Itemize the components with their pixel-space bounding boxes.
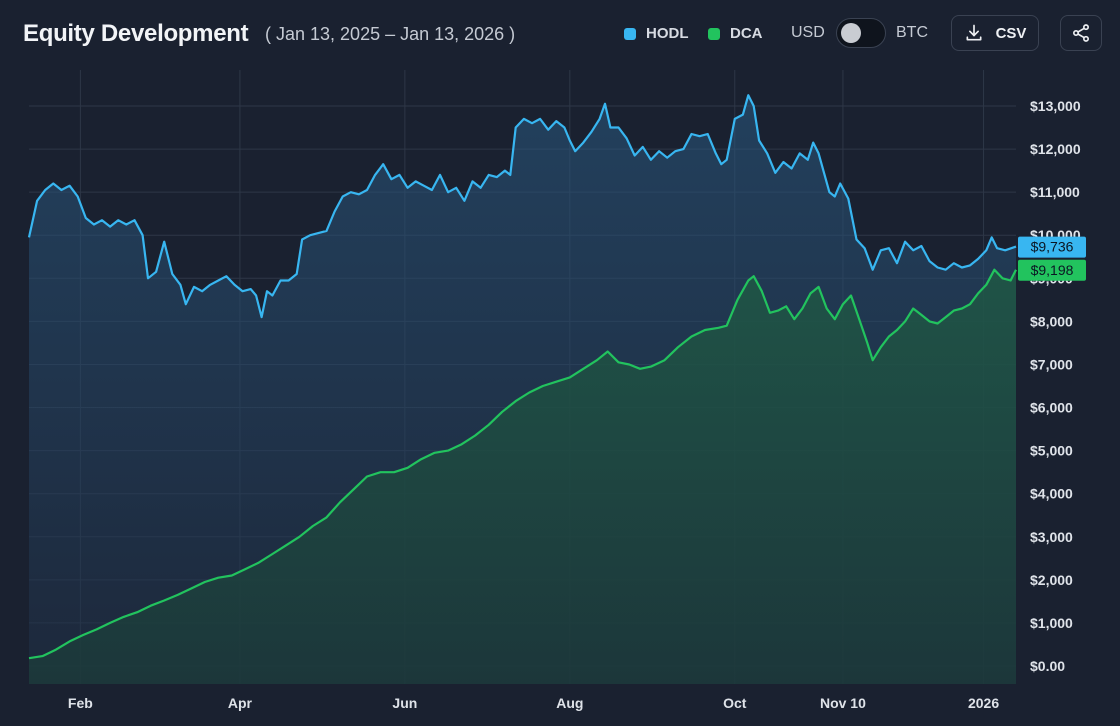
btc-label: BTC [896, 24, 928, 41]
y-tick-label: $6,000 [1030, 400, 1073, 416]
y-tick-label: $2,000 [1030, 572, 1073, 588]
csv-label: CSV [995, 24, 1027, 42]
dca-line[interactable] [28, 268, 1017, 660]
x-tick-label: Feb [68, 695, 93, 711]
y-tick-label: $3,000 [1030, 529, 1073, 545]
hodl-tag-label: $9,736 [1031, 239, 1074, 255]
dca-tag-label: $9,198 [1031, 262, 1074, 278]
x-tick-label: Aug [556, 695, 583, 711]
x-tick-label: 2026 [968, 695, 999, 711]
y-tick-label: $7,000 [1030, 356, 1073, 372]
hodl-tag [1018, 236, 1086, 258]
chart-title: Equity Development [23, 20, 249, 47]
chart-areas [29, 95, 1016, 684]
csv-download-button[interactable]: CSV [951, 15, 1039, 51]
x-axis: Feb Apr Jun Aug Oct Nov 10 2026 [68, 695, 999, 711]
y-tick-label: $13,000 [1030, 98, 1081, 114]
y-axis: $0.00 $1,000 $2,000 $3,000 $4,000 $5,000 $6,00… [1030, 98, 1081, 674]
hodl-line[interactable] [27, 94, 1017, 319]
chart-lines [27, 94, 1017, 660]
y-tick-label: $12,000 [1030, 141, 1081, 157]
y-tick-label: $0.00 [1030, 658, 1065, 674]
x-tick-label: Jun [392, 695, 417, 711]
price-tags: $9,736 $9,198 [1018, 236, 1086, 281]
legend-swatch-hodl [624, 27, 636, 40]
x-tick-label: Oct [723, 695, 747, 711]
x-tick-label: Apr [228, 695, 253, 711]
dca-tag [1018, 259, 1086, 281]
dca-area [29, 269, 1016, 684]
chart-header: Equity Development ( Jan 13, 2025 – Jan … [0, 0, 1120, 70]
x-tick-label: Nov 10 [820, 695, 866, 711]
date-range: ( Jan 13, 2025 – Jan 13, 2026 ) [265, 24, 516, 44]
currency-toggle[interactable] [836, 18, 886, 48]
legend-label-hodl: HODL [646, 25, 689, 42]
legend-label-dca: DCA [730, 25, 763, 42]
y-tick-label: $1,000 [1030, 615, 1073, 631]
usd-label: USD [791, 24, 825, 41]
toggle-knob [841, 23, 861, 43]
legend-swatch-dca [708, 27, 720, 40]
y-tick-label: $5,000 [1030, 443, 1073, 459]
share-icon [1073, 24, 1089, 42]
y-tick-label: $11,000 [1030, 184, 1080, 200]
legend-item-hodl[interactable]: HODL [624, 25, 689, 42]
share-button[interactable] [1060, 15, 1102, 51]
y-tick-label: $8,000 [1030, 313, 1073, 329]
y-tick-label: $4,000 [1030, 486, 1073, 502]
download-icon [966, 24, 982, 41]
legend-item-dca[interactable]: DCA [708, 25, 763, 42]
